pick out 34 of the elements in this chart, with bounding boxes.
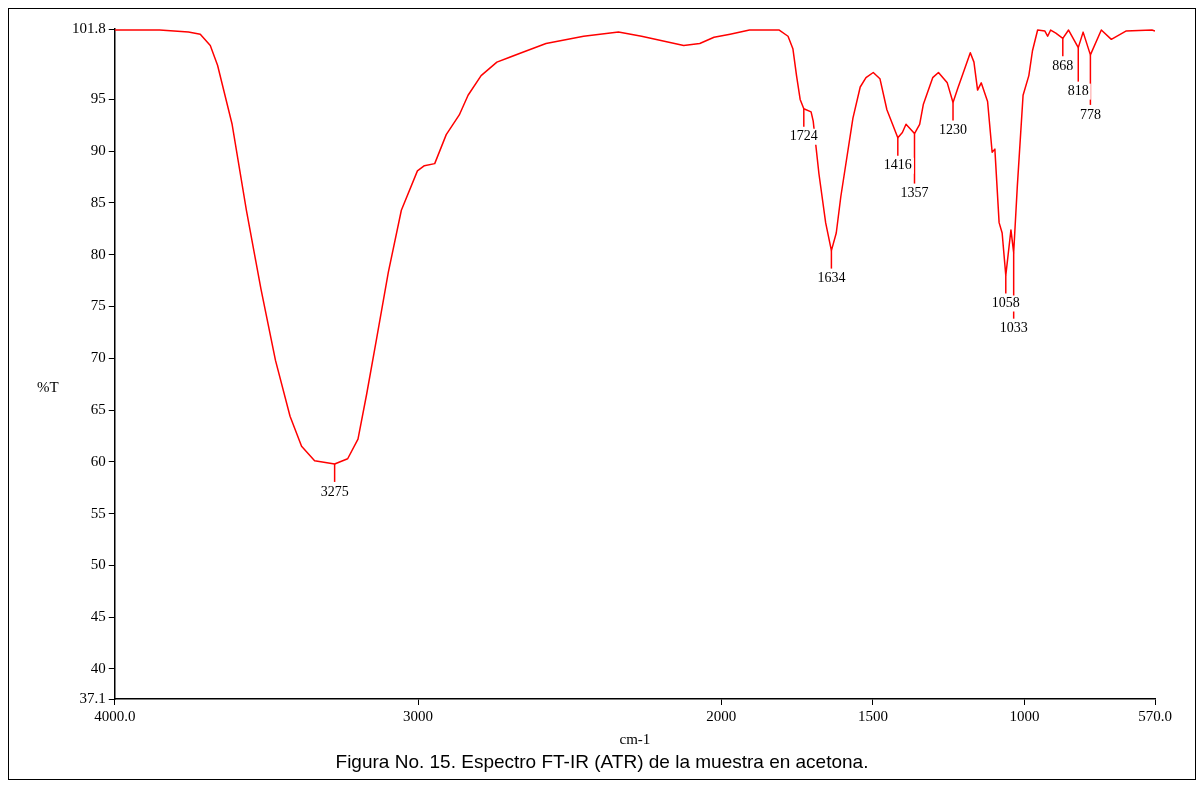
y-tick-label: 95	[90, 90, 106, 107]
y-tick-label: 101.8	[72, 19, 106, 36]
annotation: 778	[1079, 106, 1101, 122]
x-tick-label: 3000	[403, 707, 434, 724]
y-tick-label: 70	[90, 349, 106, 366]
x-tick-label: 4000.0	[94, 707, 136, 724]
y-tick-label: 85	[90, 193, 106, 210]
y-tick-label: 40	[90, 659, 106, 676]
text: Figura No. 15. Espectro FT-IR (ATR) de la muestra en acetona.	[334, 750, 870, 774]
x-tick-label: 1500	[857, 707, 888, 724]
x-axis-title: cm-1	[619, 730, 651, 747]
y-tick-label: 80	[90, 245, 106, 262]
y-tick-label: 55	[90, 504, 106, 521]
y-tick-label: 75	[90, 297, 106, 314]
y-tick-label: 37.1	[79, 689, 106, 706]
y-tick-label: 65	[90, 401, 106, 418]
annotation: 1634	[817, 270, 846, 286]
y-tick-label: 60	[90, 452, 106, 469]
x-tick-label: 570.0	[1138, 707, 1172, 724]
y-tick-label: 90	[90, 142, 106, 159]
y-tick-label: 45	[90, 608, 106, 625]
x-tick-label: 2000	[706, 707, 737, 724]
annotation: 1357	[900, 185, 929, 201]
annotation: 1058	[991, 295, 1020, 311]
annotation: 1033	[999, 320, 1028, 336]
annotation: 1416	[883, 157, 912, 173]
annotation: 868	[1052, 57, 1074, 73]
x-tick-label: 1000	[1009, 707, 1040, 724]
annotation: 818	[1067, 83, 1089, 99]
annotation: 3275	[320, 483, 349, 499]
annotation: 1230	[939, 122, 968, 138]
y-axis-title: %T	[37, 379, 59, 396]
annotation: 1724	[789, 128, 818, 144]
y-tick-label: 50	[90, 556, 106, 573]
